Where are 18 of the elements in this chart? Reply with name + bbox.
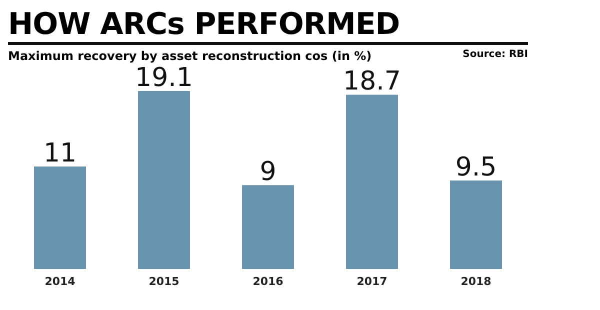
bar <box>450 180 502 269</box>
data-label: 9 <box>260 157 276 188</box>
chart-subtitle: Maximum recovery by asset reconstruction cos (in %) <box>8 49 372 63</box>
x-tick-label: 2017 <box>356 274 388 288</box>
bar <box>34 166 86 269</box>
bar <box>346 94 398 269</box>
bar <box>138 91 190 269</box>
x-tick-label: 2016 <box>252 274 284 288</box>
data-label: 19.1 <box>135 63 193 93</box>
data-label: 9.5 <box>455 152 497 182</box>
data-label: 18.7 <box>343 66 401 97</box>
bar <box>242 185 294 269</box>
source-note: Source: RBI <box>462 49 528 62</box>
x-tick-label: 2014 <box>44 274 76 288</box>
data-label: 11 <box>43 138 77 168</box>
x-tick-label: 2018 <box>460 274 492 288</box>
x-tick-label: 2015 <box>148 274 180 288</box>
chart-title: HOW ARCs PERFORMED <box>8 7 528 45</box>
